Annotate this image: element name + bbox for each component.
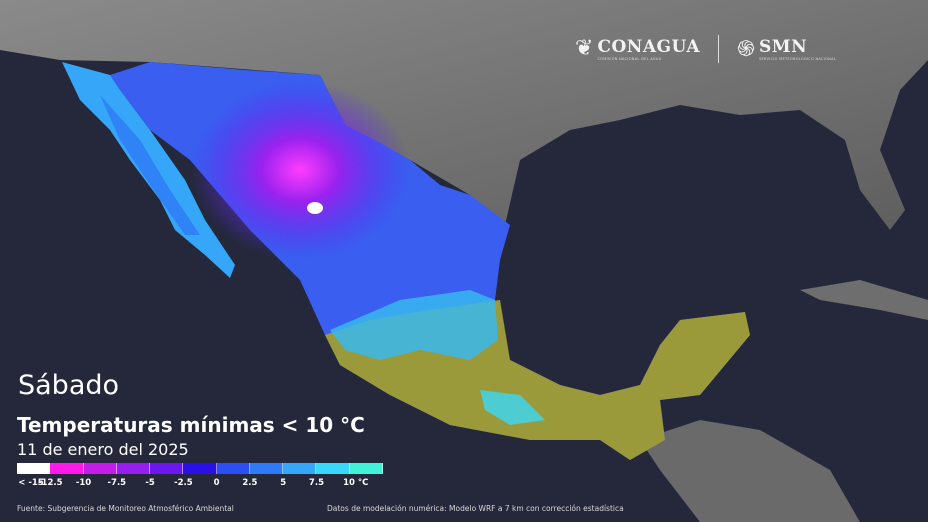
cuba-land xyxy=(800,280,928,320)
legend-label: -12.5 xyxy=(38,478,63,488)
legend-label: -2.5 xyxy=(174,478,193,488)
legend-swatch xyxy=(283,463,317,474)
coldest-spot xyxy=(307,202,323,214)
mexico-central-cyan xyxy=(330,290,498,360)
color-legend xyxy=(17,463,383,474)
legend-swatch xyxy=(17,463,51,474)
source-note: Fuente: Subgerencia de Monitoreo Atmosfé… xyxy=(17,504,234,513)
model-note: Datos de modelación numérica: Modelo WRF… xyxy=(327,504,624,513)
logos: ❦ CONAGUA COMISIÓN NACIONAL DEL AGUA ֍ S… xyxy=(575,34,836,63)
conagua-logo-icon: ❦ xyxy=(575,36,594,61)
conagua-logo: CONAGUA COMISIÓN NACIONAL DEL AGUA xyxy=(597,36,701,61)
logo-divider xyxy=(718,34,720,63)
legend-label: 2.5 xyxy=(242,478,258,488)
legend-swatch xyxy=(150,463,184,474)
usa-land xyxy=(0,0,928,230)
legend-swatch xyxy=(83,463,117,474)
legend-swatch xyxy=(116,463,151,474)
legend-label: -10 xyxy=(75,478,92,488)
legend-swatch xyxy=(216,463,250,474)
legend-swatch xyxy=(316,463,350,474)
day-label: Sábado xyxy=(18,370,120,401)
smn-logo-icon: ֍ xyxy=(737,37,755,62)
legend-label: 10 °C xyxy=(343,478,369,488)
smn-logo: SMN SERVICIO METEOROLÓGICO NACIONAL xyxy=(759,36,837,61)
legend-label: -5 xyxy=(145,478,155,488)
legend-swatch xyxy=(249,463,284,474)
legend-labels: < -15 -12.5 -10 -7.5 -5 -2.5 0 2.5 5 7.5 10 °C xyxy=(17,478,417,490)
legend-label: < -15 xyxy=(18,478,44,488)
legend-label: -7.5 xyxy=(107,478,127,488)
baja-inner xyxy=(100,95,200,235)
central-america-land xyxy=(640,420,860,522)
legend-swatch xyxy=(349,463,383,474)
legend-label: 0 xyxy=(213,478,220,488)
legend-label: 7.5 xyxy=(308,478,324,488)
map-title: Temperaturas mínimas < 10 °C xyxy=(17,413,365,437)
legend-swatch xyxy=(183,463,217,474)
map-date: 11 de enero del 2025 xyxy=(17,440,189,459)
legend-swatch xyxy=(50,463,84,474)
legend-label: 5 xyxy=(280,478,287,488)
cold-core xyxy=(190,80,410,260)
mexico-east-cyan xyxy=(480,390,545,425)
